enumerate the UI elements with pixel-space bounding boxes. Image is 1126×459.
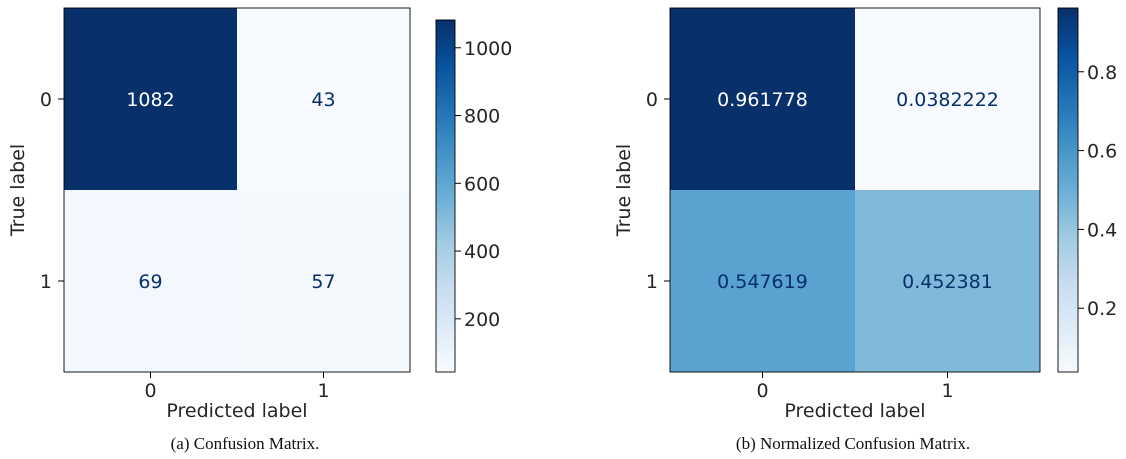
cell-value-label: 69 [138,271,162,293]
heatmap-cell [237,190,410,372]
colorbar-tick-label: 0.8 [1087,62,1117,84]
figure-caption: (b) Normalized Confusion Matrix. [736,434,970,453]
x-tick-label: 1 [317,380,329,402]
cell-value-label: 57 [311,271,335,293]
cell-value-label: 1082 [126,89,174,111]
heatmap-cell [670,8,855,190]
colorbar-tick-label: 800 [464,106,500,128]
cell-value-label: 43 [311,89,335,111]
y-tick-label: 0 [646,89,658,111]
heatmap-cell [855,190,1040,372]
x-axis-label: Predicted label [166,400,307,422]
y-axis-label: True label [7,144,29,237]
y-tick-label: 0 [40,89,52,111]
colorbar-tick-label: 200 [464,309,500,331]
axes-frame [63,7,411,373]
colorbar-tick-label: 0.2 [1087,298,1117,320]
x-tick-label: 0 [756,380,768,402]
cell-value-label: 0.547619 [717,271,808,293]
cell-value-label: 0.961778 [717,89,808,111]
y-tick-label: 1 [646,271,658,293]
normalized-confusion-matrix-panel: 0.961778 0.0382222 0.547619 0.452381 0 1 0 1 Pre… [613,7,1117,453]
colorbar-tick-label: 600 [464,173,500,195]
colorbar-tick-label: 0.4 [1087,219,1117,241]
y-axis-label: True label [613,144,635,237]
colorbar-tick-label: 0.6 [1087,141,1117,163]
x-tick-label: 1 [941,380,953,402]
heatmap-cell [670,190,855,372]
cell-value-label: 0.452381 [902,271,993,293]
figure-caption: (a) Confusion Matrix. [171,434,320,453]
axes-frame [669,7,1041,373]
heatmap-cell [855,8,1040,190]
heatmap-cell [64,190,237,372]
cell-value-label: 0.0382222 [896,89,999,111]
colorbar [435,19,456,373]
x-tick-label: 0 [144,380,156,402]
y-tick-label: 1 [40,271,52,293]
heatmap-cell [64,8,237,190]
colorbar-tick-label: 1000 [464,38,512,60]
confusion-matrix-panel: 1082 43 69 57 0 1 0 1 Predicted label True label 2… [7,7,512,453]
colorbar-tick-label: 400 [464,241,500,263]
colorbar [1057,7,1079,373]
heatmap-cell [237,8,410,190]
x-axis-label: Predicted label [784,400,925,422]
